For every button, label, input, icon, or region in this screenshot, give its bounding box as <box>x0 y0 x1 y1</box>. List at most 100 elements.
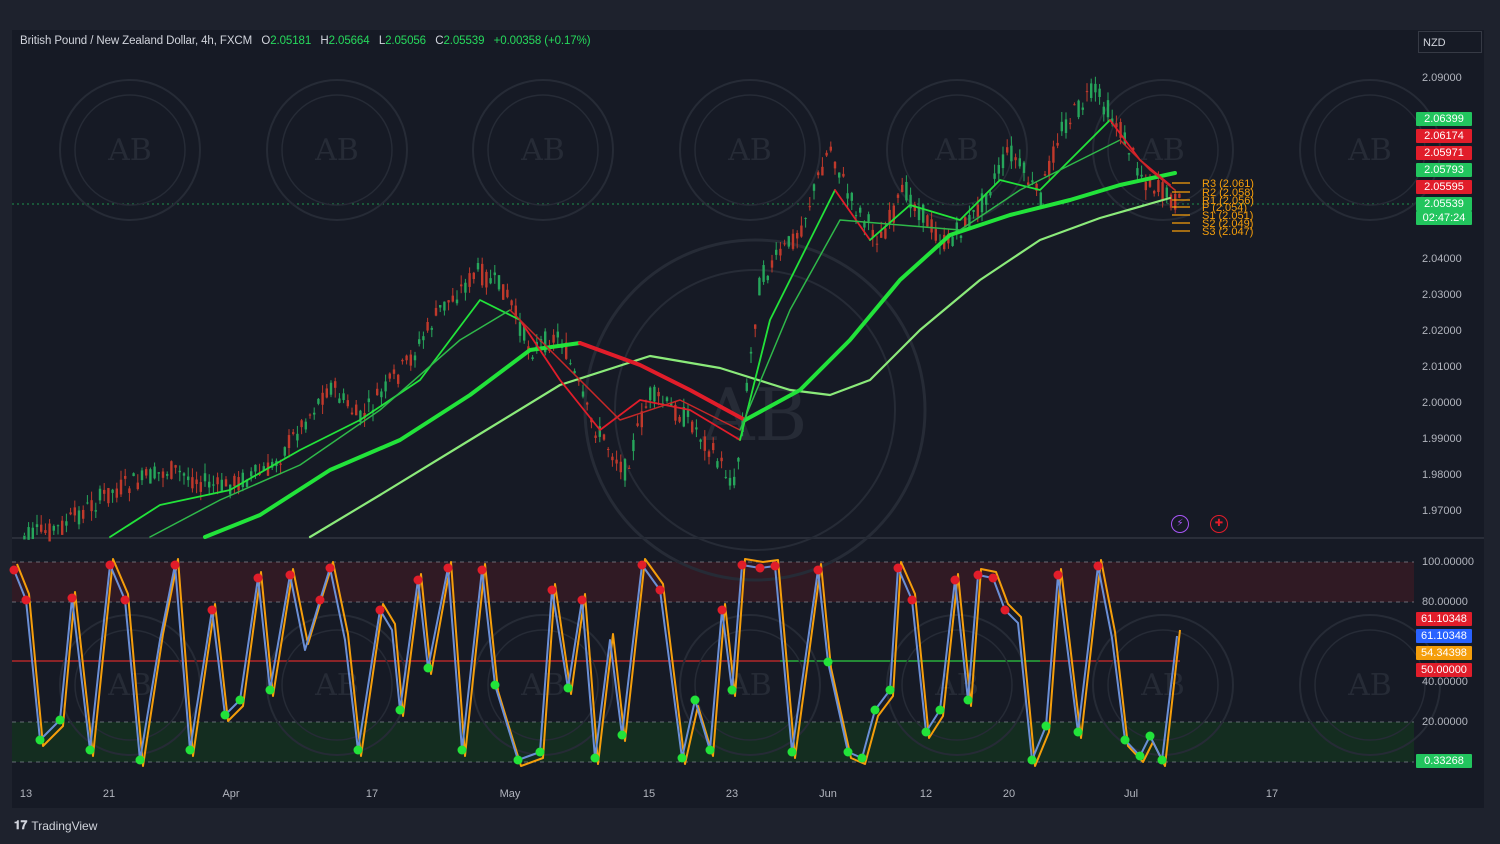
osc-buy-dot <box>135 755 145 765</box>
candle-body <box>884 228 887 239</box>
watermark-logo: AB <box>520 133 565 168</box>
time-tick: 23 <box>725 788 739 800</box>
candle-body <box>115 488 118 498</box>
watermark-logo: AB <box>1347 668 1392 703</box>
candle-body <box>241 472 244 488</box>
osc-buy-dot <box>1120 735 1130 745</box>
candle-body <box>23 535 26 540</box>
candle-body <box>317 398 320 404</box>
candle-body <box>145 469 148 476</box>
candle-body <box>119 479 123 495</box>
osc-buy-dot <box>513 755 523 765</box>
tradingview-brand[interactable]: 𝟏𝟕 TradingView <box>14 818 97 833</box>
watermark-logo <box>694 94 806 206</box>
candle-body <box>94 510 97 512</box>
watermark-logo: AB <box>1140 668 1185 703</box>
pivot-label: S1 (2.051) <box>1202 210 1253 222</box>
candle-body <box>922 204 925 223</box>
symbol-legend[interactable]: British Pound / New Zealand Dollar, 4h, … <box>20 35 591 47</box>
osc-sell-dot <box>285 570 295 580</box>
candle-body <box>132 473 135 477</box>
candle-body <box>863 221 866 228</box>
candle-body <box>489 278 492 284</box>
currency-selector[interactable]: NZD <box>1418 31 1482 53</box>
legend-symbol: British Pound / New Zealand Dollar, 4h, … <box>20 35 253 47</box>
osc-buy-dot <box>1041 721 1051 731</box>
candle-body <box>233 475 236 487</box>
candle-body <box>1006 147 1009 153</box>
candle-body <box>443 301 446 311</box>
candle-body <box>245 479 249 487</box>
candle-body <box>602 434 606 440</box>
osc-sell-dot <box>315 595 325 605</box>
candle-body <box>628 467 631 469</box>
candle-body <box>90 500 93 512</box>
legend-high: 2.05664 <box>328 35 370 47</box>
candle-body <box>460 284 463 287</box>
candle-body <box>199 482 202 492</box>
candle-body <box>930 219 933 233</box>
candle-body <box>313 412 316 415</box>
candle-body <box>401 359 404 362</box>
candle-body <box>581 391 585 397</box>
pivot-label: R3 (2.061) <box>1202 178 1254 190</box>
candle-body <box>838 172 841 178</box>
osc-tick: 20.00000 <box>1422 716 1468 728</box>
candle-body <box>476 262 480 270</box>
candle-body <box>1165 187 1168 198</box>
osc-tag: 61.10348 <box>1416 629 1472 643</box>
candle-body <box>703 436 706 451</box>
candle-body <box>686 410 690 417</box>
candle-body <box>1132 147 1135 151</box>
candle-body <box>594 435 597 438</box>
candle-body <box>665 397 669 402</box>
osc-sell-dot <box>21 595 31 605</box>
osc-sell-dot <box>170 560 180 570</box>
candle-body <box>909 194 912 209</box>
candle-body <box>985 193 988 205</box>
osc-sell-dot <box>325 563 335 573</box>
candle-body <box>40 524 43 532</box>
watermark-logo <box>1299 614 1441 756</box>
candle-body <box>997 165 1000 174</box>
time-tick: 12 <box>919 788 933 800</box>
candle-body <box>439 305 442 308</box>
candle-body <box>338 398 341 403</box>
candle-body <box>388 373 391 379</box>
osc-sell-dot <box>253 573 263 583</box>
uk-flag-icon[interactable]: ✚ <box>1210 515 1228 533</box>
candle-body <box>376 388 379 396</box>
candle-body <box>800 225 803 237</box>
price-tick: 2.03000 <box>1422 289 1462 301</box>
candle-body <box>1031 180 1034 183</box>
watermark-logo <box>74 94 186 206</box>
osc-buy-dot <box>1073 727 1083 737</box>
candle-body <box>733 476 736 486</box>
candle-body <box>649 387 652 401</box>
osc-buy-dot <box>823 657 833 667</box>
time-tick: 17 <box>365 788 379 800</box>
price-tick: 1.99000 <box>1422 433 1462 445</box>
candle-body <box>674 404 677 421</box>
candle-body <box>220 479 223 491</box>
candle-body <box>964 217 967 227</box>
candle-body <box>405 355 408 361</box>
candle-body <box>69 512 72 515</box>
candle-body <box>976 204 979 217</box>
osc-buy-dot <box>1145 731 1155 741</box>
candle-body <box>762 265 765 282</box>
candle-body <box>1085 91 1089 93</box>
candle-body <box>724 476 727 478</box>
candle-body <box>464 282 467 293</box>
candle-body <box>682 406 685 427</box>
candle-body <box>791 233 795 249</box>
candle-body <box>346 400 349 407</box>
candle-body <box>888 209 891 223</box>
lightning-icon[interactable]: ⚡ <box>1171 515 1189 533</box>
price-tick: 1.98000 <box>1422 469 1462 481</box>
candle-body <box>871 229 874 238</box>
osc-sell-dot <box>813 565 823 575</box>
candle-body <box>955 222 958 232</box>
candle-body <box>161 471 165 478</box>
